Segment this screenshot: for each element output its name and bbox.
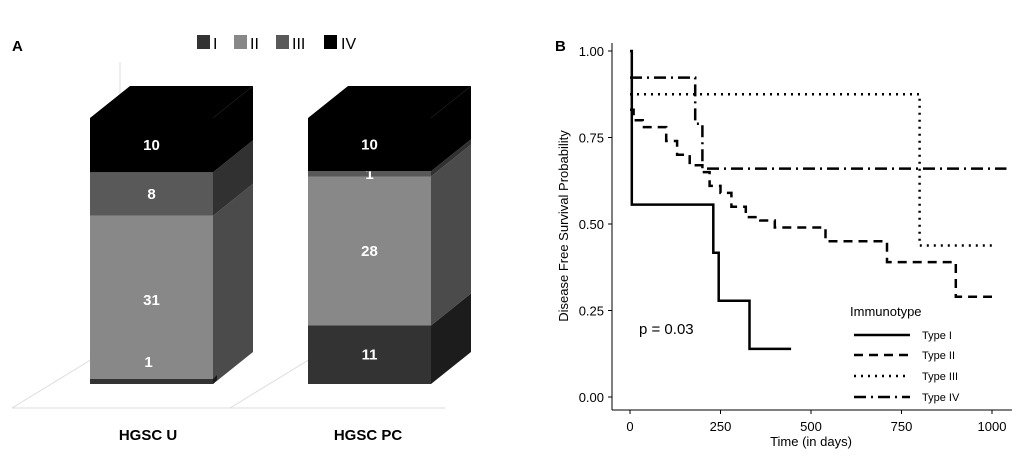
stacked-bars: 31 8 10 11 28 1 10 1 xyxy=(90,86,471,384)
km-curve-type-iii xyxy=(630,93,992,247)
km-legend-item-type-ii: Type II xyxy=(854,350,955,362)
legend-item-iii: III xyxy=(276,35,305,53)
km-ticks: 0 250 500 750 1000 0.00 0.25 0.50 0.75 1.00 xyxy=(579,44,1007,434)
bar-side-hgsc-u-iv xyxy=(213,86,253,173)
bar-label-hgsc-u-iv: 10 xyxy=(143,137,160,154)
category-label-hgsc-pc: HGSC PC xyxy=(334,427,403,444)
legend-swatch-ii xyxy=(234,35,247,49)
legend-swatch-iv xyxy=(324,35,337,49)
bar-hgsc-pc-i xyxy=(308,325,431,384)
km-lines xyxy=(630,49,1007,351)
km-y-axis-title: Disease Free Survival Probability xyxy=(556,130,571,322)
km-y-tick-label-0.00: 0.00 xyxy=(579,390,604,405)
legend-swatch-i xyxy=(197,35,210,49)
legend-label-ii: II xyxy=(250,36,259,53)
km-legend-label-type-ii: Type II xyxy=(922,350,955,362)
bar-side-hgsc-pc-iii xyxy=(431,139,471,177)
km-legend-item-type-iii: Type III xyxy=(854,371,958,383)
bar-label-hgsc-pc-iii: 1 xyxy=(365,166,373,183)
legend-label-i: I xyxy=(213,36,217,53)
legend-swatch-iii xyxy=(276,35,289,49)
legend-item-iv: IV xyxy=(324,35,356,53)
bar-top-hgsc-u xyxy=(90,86,253,118)
legend-label-iii: III xyxy=(292,36,305,53)
km-y-tick-label-0.25: 0.25 xyxy=(579,304,604,319)
bar-hgsc-u-iii xyxy=(90,172,213,216)
km-x-tick-label-750: 750 xyxy=(891,419,913,434)
km-legend-item-type-i: Type I xyxy=(854,330,952,342)
km-curve-type-i xyxy=(630,49,792,351)
bar-legend: I II III IV xyxy=(197,35,356,53)
km-legend-label-type-iii: Type III xyxy=(922,371,958,383)
km-x-tick-label-500: 500 xyxy=(800,419,822,434)
km-y-tick-label-1.00: 1.00 xyxy=(579,44,604,59)
bar-label-hgsc-u-iii: 8 xyxy=(147,186,155,203)
km-x-tick-label-0: 0 xyxy=(626,419,633,434)
bar-top-hgsc-pc xyxy=(308,86,471,118)
km-y-tick-label-0.50: 0.50 xyxy=(579,217,604,232)
km-x-tick-label-250: 250 xyxy=(710,419,732,434)
km-legend-label-type-i: Type I xyxy=(922,330,952,342)
bar-side-hgsc-u-ii xyxy=(213,183,253,384)
bar-hgsc-u-base-side xyxy=(213,375,217,384)
legend-item-i: I xyxy=(197,35,217,53)
legend-label-iv: IV xyxy=(341,36,356,53)
km-legend-item-type-iv: Type IV xyxy=(854,392,960,404)
bar-label-hgsc-u-ii: 31 xyxy=(143,292,160,309)
category-label-hgsc-u: HGSC U xyxy=(119,427,177,444)
bar-label-hgsc-pc-ii: 28 xyxy=(361,243,378,260)
km-legend-title: Immunotype xyxy=(850,304,922,319)
bar-label-hgsc-pc-i: 11 xyxy=(362,347,378,364)
km-y-tick-label-0.75: 0.75 xyxy=(579,131,604,146)
bar-side-hgsc-pc-iv xyxy=(431,86,471,172)
panel-b-letter: B xyxy=(555,38,566,55)
panel-a-letter: A xyxy=(12,38,23,55)
km-x-axis-title: Time (in days) xyxy=(770,434,852,449)
bar-hgsc-u-ii xyxy=(90,215,213,384)
bar-hgsc-pc-iv xyxy=(308,118,431,172)
bar-side-hgsc-u-iii xyxy=(213,140,253,216)
bar-label-hgsc-pc-iv: 10 xyxy=(361,137,378,154)
legend-item-ii: II xyxy=(234,35,259,53)
bar-side-hgsc-pc-i xyxy=(431,293,471,384)
bar-side-hgsc-pc-ii xyxy=(431,144,471,326)
km-axes xyxy=(611,43,1012,411)
bar-hgsc-pc-ii xyxy=(308,176,431,326)
km-x-tick-label-1000: 1000 xyxy=(978,419,1007,434)
km-legend-label-type-iv: Type IV xyxy=(922,392,960,404)
km-legend: Immunotype Type I Type II Type III Type … xyxy=(850,304,960,404)
bar-label-hgsc-u-base: 1 xyxy=(144,354,152,371)
bar-hgsc-pc-iii xyxy=(308,171,431,177)
km-curve-type-iv xyxy=(630,76,1007,170)
bar-hgsc-u-base xyxy=(90,379,213,384)
bar-hgsc-u-iv xyxy=(90,118,213,173)
km-p-value: p = 0.03 xyxy=(639,321,694,338)
km-curve-type-ii xyxy=(630,108,992,298)
